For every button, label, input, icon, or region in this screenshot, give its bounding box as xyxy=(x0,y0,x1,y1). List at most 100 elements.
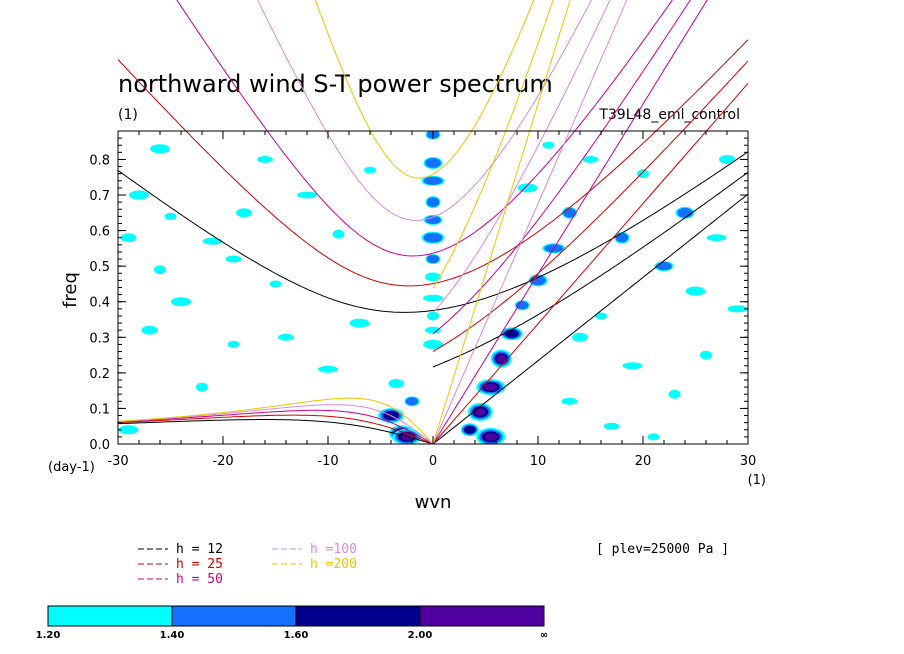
ig-curve-h25 xyxy=(118,39,748,287)
power-contour-13-level-3 xyxy=(474,408,486,416)
legend-label-0: h = 12 xyxy=(176,542,223,557)
legend-label-2: h = 50 xyxy=(176,572,223,587)
x-tick-label-6: 30 xyxy=(740,454,757,469)
power-contour-45-level-0 xyxy=(154,265,166,275)
x-tick-label-3: 0 xyxy=(429,454,437,469)
power-contour-11-level-0 xyxy=(423,339,443,349)
chart-subtitle-right: T39L48_eml_control xyxy=(598,107,740,123)
power-contour-47-level-0 xyxy=(171,297,191,307)
power-contour-36-level-0 xyxy=(542,141,555,149)
mrg-curve-h50 xyxy=(432,0,691,335)
power-contour-56-level-0 xyxy=(318,365,338,373)
power-contour-2-level-1 xyxy=(423,176,443,185)
power-contour-28-level-1 xyxy=(656,262,672,271)
x-tick-label-2: -10 xyxy=(317,454,338,469)
colorbar-label-1: 1.40 xyxy=(160,630,185,641)
rossby-curve-h12 xyxy=(118,419,434,444)
kelvin-curve-h200 xyxy=(432,0,571,444)
rossby-curve-h200 xyxy=(118,397,434,444)
y-tick-label-6: 0.6 xyxy=(89,225,110,240)
legend-label-4: h =200 xyxy=(310,557,357,572)
power-contour-55-level-0 xyxy=(141,325,158,335)
power-contour-53-level-0 xyxy=(349,318,370,328)
mrg-curve-h100 xyxy=(432,0,611,314)
power-contour-62-level-0 xyxy=(727,305,748,313)
power-contour-60-level-0 xyxy=(364,166,376,174)
kelvin-curve-h100 xyxy=(432,0,628,444)
x-tick-label-0: -30 xyxy=(107,454,128,469)
x-tick-label-5: 20 xyxy=(635,454,652,469)
power-contour-48-level-0 xyxy=(269,280,282,288)
colorbar: 1.20 1.40 1.60 2.00 ∞ xyxy=(36,605,548,641)
power-contour-57-level-0 xyxy=(196,382,208,392)
power-contour-17-level-3 xyxy=(484,433,497,441)
power-contour-33-level-0 xyxy=(637,169,649,179)
ig-curve-h12 xyxy=(118,151,748,313)
power-contour-30-level-0 xyxy=(595,312,607,320)
colorbar-label-4: ∞ xyxy=(540,630,548,641)
mrg-curve-h25 xyxy=(432,60,748,352)
colorbar-box-2 xyxy=(295,605,421,627)
power-contour-15-level-3 xyxy=(496,354,507,363)
legend-label-1: h = 25 xyxy=(176,557,223,572)
axis-ticks: -30 -20 -10 0 10 20 30 0.0 0.1 0.2 0.3 0.4 0.5 0.6 0.7… xyxy=(89,130,757,469)
power-contour-34-level-0 xyxy=(582,155,599,163)
power-contour-59-level-0 xyxy=(150,144,170,154)
power-contour-50-level-0 xyxy=(297,191,317,199)
y-tick-label-8: 0.8 xyxy=(89,153,110,168)
y-tick-label-1: 0.1 xyxy=(89,402,110,417)
x-tick-label-4: 10 xyxy=(530,454,547,469)
x-tick-label-1: -20 xyxy=(212,454,233,469)
x-unit-label: (1) xyxy=(748,473,766,488)
power-contours xyxy=(118,131,748,444)
y-unit-label: (day-1) xyxy=(48,460,95,475)
colorbar-label-2: 1.60 xyxy=(284,630,309,641)
power-contour-10-level-0 xyxy=(425,326,441,334)
power-contour-51-level-0 xyxy=(332,229,345,239)
power-contour-41-level-0 xyxy=(129,190,149,200)
y-tick-label-5: 0.5 xyxy=(89,260,110,275)
y-tick-label-2: 0.2 xyxy=(89,367,110,382)
power-contour-7-level-0 xyxy=(425,272,441,282)
power-contour-38-level-0 xyxy=(622,362,643,370)
ig-curve-h50 xyxy=(176,0,673,257)
y-axis-label: freq xyxy=(60,272,81,308)
mrg-curve-h12 xyxy=(432,171,748,368)
power-contour-52-level-0 xyxy=(278,333,294,341)
power-contour-4-level-1 xyxy=(425,215,441,225)
power-contour-1-level-1 xyxy=(425,158,441,168)
colorbar-label-0: 1.20 xyxy=(36,630,61,641)
y-tick-label-7: 0.7 xyxy=(89,189,110,204)
power-contour-5-level-1 xyxy=(423,232,443,243)
y-tick-label-4: 0.4 xyxy=(89,296,110,311)
colorbar-box-1 xyxy=(171,605,297,627)
power-contour-63-level-0 xyxy=(700,350,712,360)
power-contour-6-level-1 xyxy=(426,254,440,264)
ig-curve-h200 xyxy=(314,0,535,179)
mrg-curve-h200 xyxy=(432,0,554,289)
power-contour-39-level-0 xyxy=(668,389,681,399)
power-contour-24-level-1 xyxy=(405,397,419,406)
power-contour-43-level-0 xyxy=(120,233,137,243)
rossby-curve-h25 xyxy=(118,414,434,444)
power-contour-37-level-0 xyxy=(572,332,588,342)
power-contour-46-level-0 xyxy=(225,255,242,263)
power-contour-9-level-0 xyxy=(427,311,439,321)
power-contour-25-level-0 xyxy=(388,379,405,389)
chart-title: northward wind S-T power spectrum xyxy=(118,70,553,98)
power-contour-19-level-1 xyxy=(530,275,546,286)
dispersion-curves xyxy=(118,0,748,444)
colorbar-box-3 xyxy=(419,605,545,627)
power-contour-40-level-0 xyxy=(561,397,578,405)
power-contour-65-level-0 xyxy=(118,425,139,435)
y-tick-label-3: 0.3 xyxy=(89,331,110,346)
power-contour-49-level-0 xyxy=(236,208,252,218)
power-contour-27-level-1 xyxy=(615,232,629,243)
chart-subtitle-left: (1) xyxy=(118,107,138,123)
power-contour-66-level-0 xyxy=(647,433,660,441)
kelvin-curve-h50 xyxy=(432,0,708,444)
power-contour-58-level-0 xyxy=(257,155,273,163)
kelvin-curve-h12 xyxy=(432,193,748,444)
